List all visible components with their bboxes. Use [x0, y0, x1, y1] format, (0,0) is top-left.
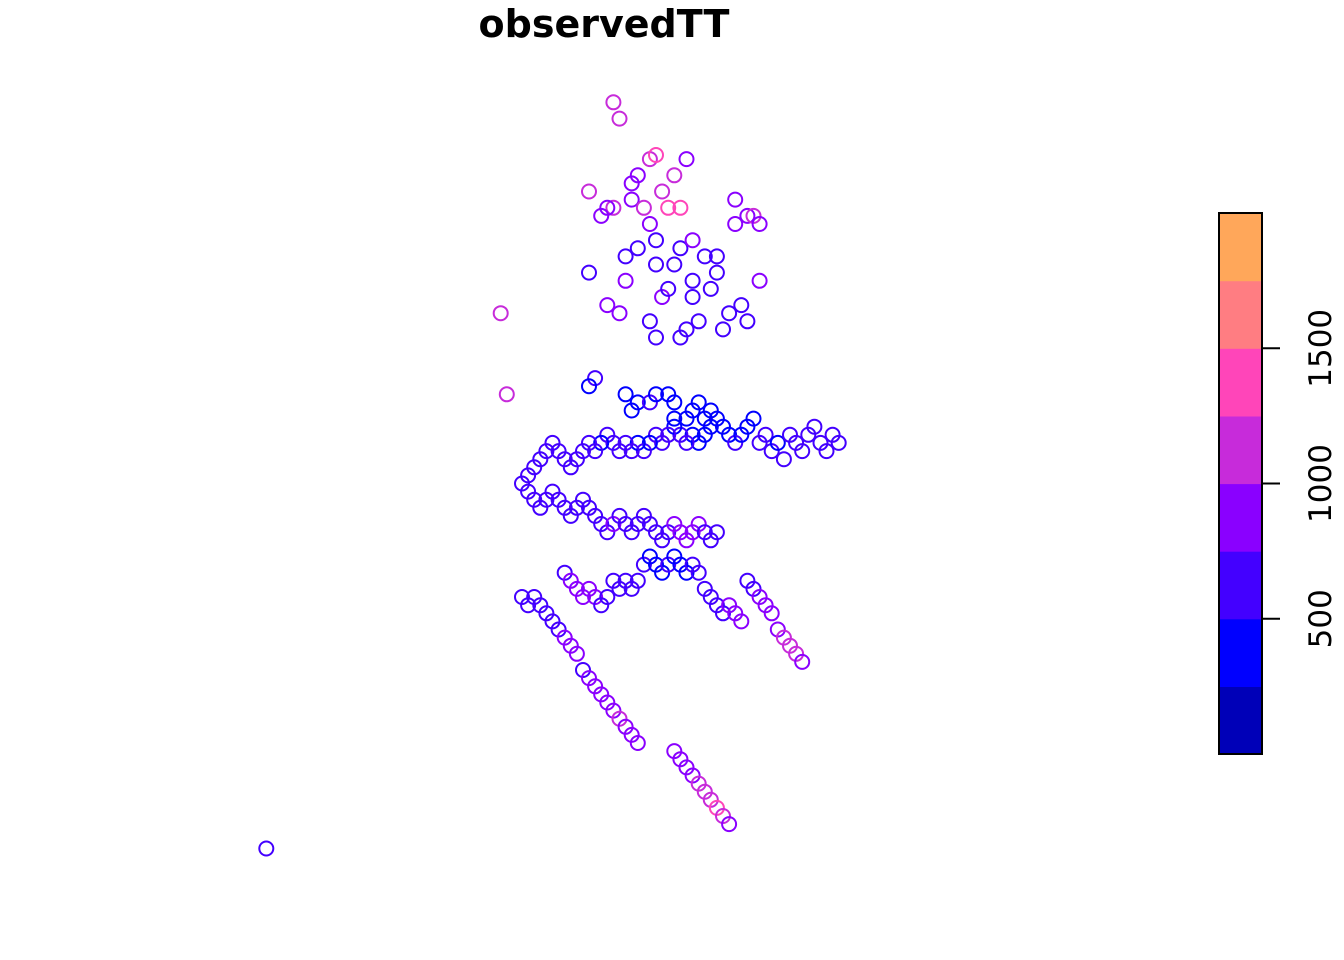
data-point-41: [739, 313, 756, 330]
data-point-47: [648, 329, 664, 346]
data-point-64: [666, 410, 683, 427]
data-point-154: [708, 524, 725, 541]
data-point-13: [623, 191, 640, 208]
colorbar-segment-3: [1219, 483, 1262, 552]
data-point-3: [605, 94, 622, 111]
data-point-20: [648, 232, 664, 249]
data-point-24: [708, 248, 725, 265]
data-point-28: [751, 216, 768, 232]
data-point-34: [666, 256, 683, 273]
data-point-22: [684, 232, 701, 249]
data-point-8: [623, 175, 640, 192]
data-point-11: [666, 167, 683, 184]
data-point-184: [733, 613, 750, 630]
data-point-25: [727, 216, 744, 232]
data-point-177: [599, 589, 616, 605]
data-point-14: [635, 199, 652, 216]
data-point-169: [629, 572, 646, 589]
data-point-39: [721, 305, 738, 322]
data-point-51: [581, 264, 597, 281]
data-point-91: [830, 434, 847, 451]
data-point-37: [708, 264, 725, 281]
data-point-49: [611, 305, 628, 322]
data-point-21: [672, 240, 689, 257]
colorbar-segment-2: [1219, 551, 1262, 620]
data-point-56: [581, 378, 597, 395]
colorbar-tick-label-2: 1500: [1303, 309, 1339, 388]
data-point-52: [617, 272, 634, 289]
data-point-54: [660, 280, 677, 297]
data-point-40: [733, 297, 750, 314]
data-point-29: [727, 191, 744, 208]
data-point-4: [611, 110, 628, 127]
data-point-224: [721, 816, 738, 833]
data-point-19: [629, 240, 646, 257]
data-point-10: [654, 183, 671, 200]
data-point-214: [629, 735, 646, 751]
data-point-0: [258, 840, 275, 857]
data-point-15: [672, 199, 689, 216]
data-point-23: [696, 248, 713, 265]
data-point-35: [684, 272, 701, 289]
data-point-31: [599, 199, 616, 216]
colorbar-segment-1: [1219, 618, 1262, 687]
data-point-79: [757, 426, 774, 443]
data-point-33: [648, 256, 664, 273]
data-point-61: [648, 386, 664, 403]
data-point-2: [498, 386, 515, 403]
data-point-16: [641, 216, 658, 232]
data-point-6: [648, 147, 664, 163]
data-point-87: [806, 418, 823, 435]
data-point-164: [690, 564, 707, 581]
data-point-89: [818, 443, 835, 460]
data-point-45: [678, 321, 695, 338]
data-point-18: [581, 183, 597, 200]
data-point-50: [599, 297, 616, 314]
data-point-46: [641, 313, 658, 330]
colorbar-tick-label-0: 500: [1303, 589, 1339, 648]
data-point-81: [769, 434, 786, 451]
data-point-77: [745, 410, 762, 427]
data-point-48: [690, 313, 707, 330]
colorbar-segment-0: [1219, 686, 1262, 755]
colorbar-segment-7: [1219, 213, 1262, 282]
data-point-204: [794, 653, 811, 670]
data-point-36: [702, 280, 719, 297]
data-point-38: [684, 289, 701, 305]
data-point-67: [690, 394, 707, 411]
data-point-12: [660, 199, 677, 216]
data-point-82: [775, 451, 792, 468]
colorbar-segment-6: [1219, 280, 1262, 349]
colorbar-segment-4: [1219, 415, 1262, 485]
data-point-42: [751, 272, 768, 289]
colorbar-segment-5: [1219, 348, 1262, 417]
data-point-43: [715, 321, 731, 338]
colorbar-tick-label-1: 1000: [1303, 444, 1339, 523]
scatter-points: [258, 94, 847, 857]
colorbar-legend: 500 1000 1500: [1218, 212, 1339, 755]
data-point-59: [623, 402, 640, 419]
data-point-199: [568, 645, 585, 662]
data-point-1: [492, 305, 509, 322]
data-point-85: [794, 443, 811, 460]
chart-title: observedTT: [479, 2, 730, 46]
data-point-32: [617, 248, 634, 265]
data-point-57: [617, 386, 634, 403]
data-point-194: [763, 605, 780, 622]
data-point-63: [666, 394, 683, 411]
data-point-17: [605, 199, 622, 216]
data-point-9: [678, 151, 695, 168]
data-point-26: [739, 207, 756, 224]
